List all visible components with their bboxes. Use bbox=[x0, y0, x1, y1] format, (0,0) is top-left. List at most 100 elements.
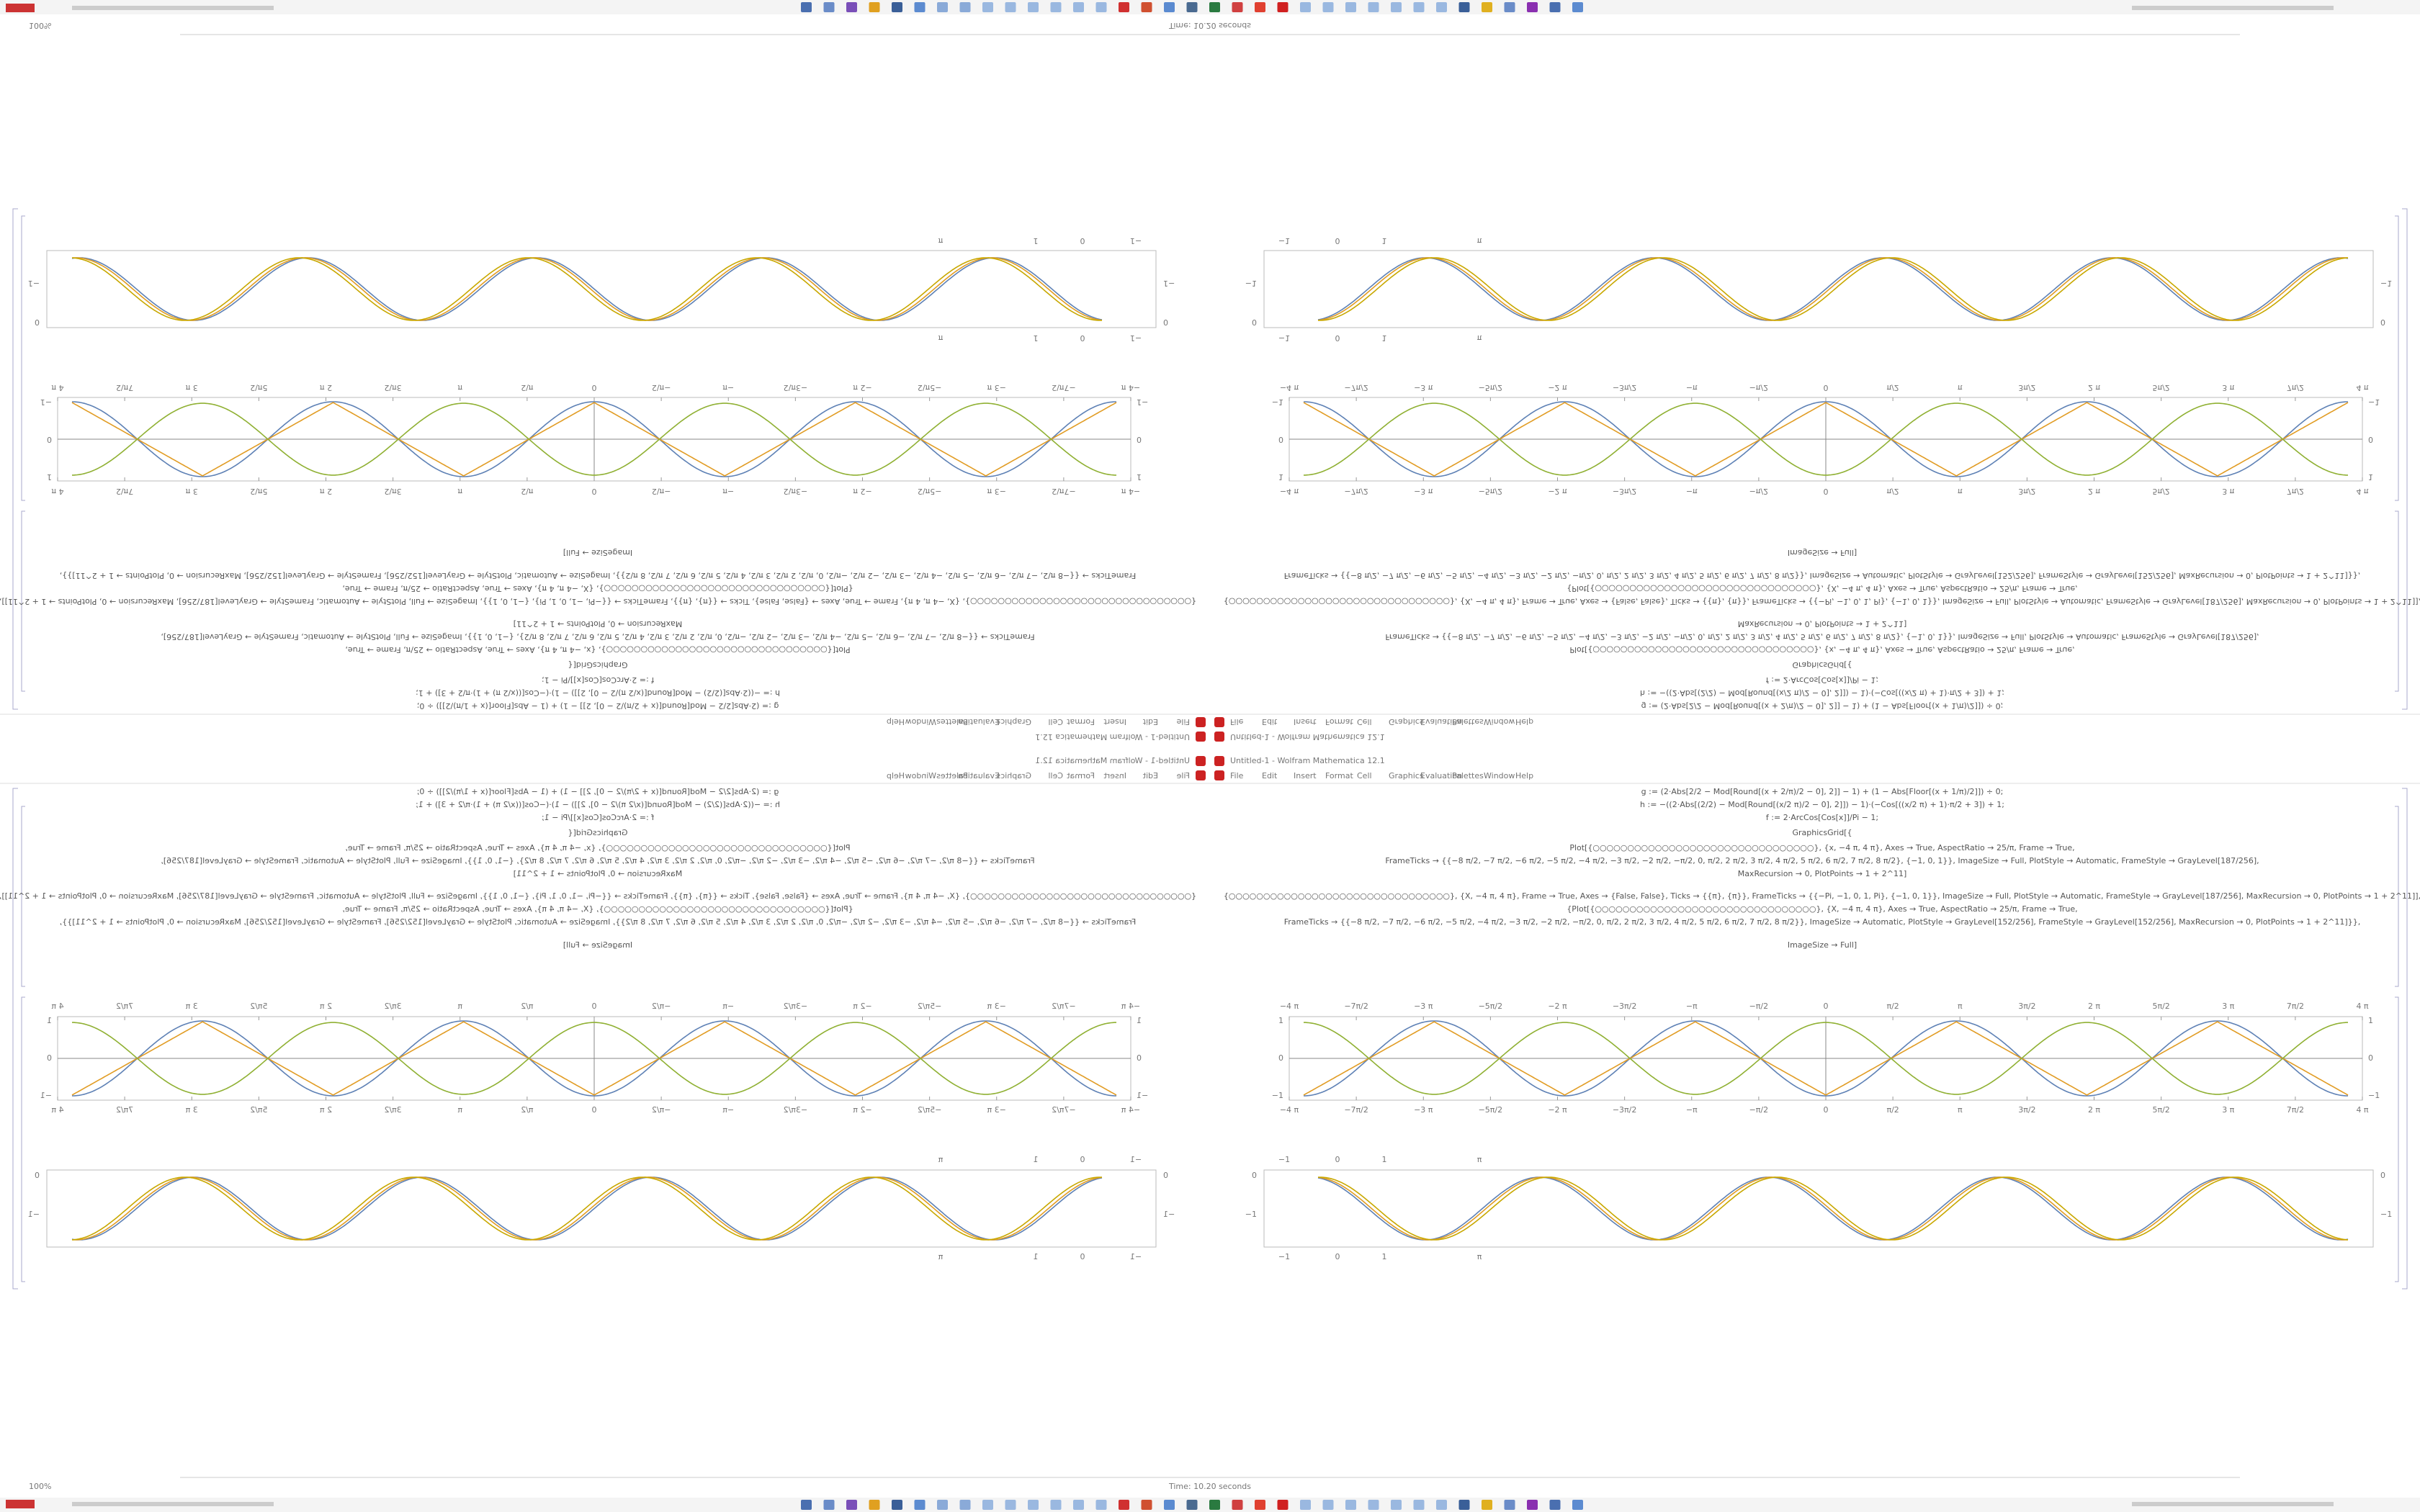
app-icon[interactable] bbox=[6, 4, 35, 12]
menu-item[interactable]: Edit bbox=[1142, 717, 1158, 726]
menu-item[interactable]: Format bbox=[1325, 717, 1353, 726]
toolbar-icon[interactable] bbox=[1572, 2, 1583, 12]
toolbar-icon[interactable] bbox=[1527, 1500, 1538, 1510]
toolbar-icon[interactable] bbox=[1164, 1500, 1175, 1510]
toolbar-icon[interactable] bbox=[1322, 1500, 1334, 1510]
toolbar-icon[interactable] bbox=[1073, 1500, 1084, 1510]
menu-item[interactable]: Evaluation bbox=[958, 717, 1000, 726]
toolbar-icon[interactable] bbox=[1005, 1500, 1016, 1510]
toolbar-icon[interactable] bbox=[1209, 2, 1220, 12]
menu-item[interactable]: Palettes bbox=[1452, 717, 1484, 726]
menu-item[interactable]: File bbox=[1176, 771, 1190, 780]
menu-item[interactable]: Help bbox=[887, 717, 905, 726]
menu-item[interactable]: Cell bbox=[1357, 717, 1372, 726]
toolbar-icon[interactable] bbox=[1368, 1500, 1379, 1510]
toolbar-icon[interactable] bbox=[801, 1500, 812, 1510]
toolbar-icon[interactable] bbox=[1164, 2, 1175, 12]
toolbar-icon[interactable] bbox=[1028, 1500, 1039, 1510]
menu-item[interactable]: Cell bbox=[1357, 771, 1372, 780]
toolbar-icon[interactable] bbox=[959, 1500, 971, 1510]
toolbar-icon[interactable] bbox=[914, 1500, 926, 1510]
toolbar-icon[interactable] bbox=[1458, 2, 1470, 12]
menu-item[interactable]: Palettes bbox=[1452, 771, 1484, 780]
menu-item[interactable]: Window bbox=[1484, 717, 1515, 726]
menu-item[interactable]: Window bbox=[905, 717, 936, 726]
menu-item[interactable]: Insert bbox=[1103, 771, 1126, 780]
menu-item[interactable]: File bbox=[1176, 717, 1190, 726]
toolbar-icon[interactable] bbox=[1527, 2, 1538, 12]
menu-item[interactable]: Help bbox=[887, 771, 905, 780]
toolbar-icon[interactable] bbox=[982, 2, 993, 12]
toolbar-icon[interactable] bbox=[1005, 2, 1016, 12]
toolbar-icon[interactable] bbox=[1209, 1500, 1220, 1510]
menu-item[interactable]: Cell bbox=[1048, 771, 1063, 780]
toolbar-icon[interactable] bbox=[1572, 1500, 1583, 1510]
menu-item[interactable]: Window bbox=[1484, 771, 1515, 780]
menu-item[interactable]: Palettes bbox=[936, 717, 968, 726]
toolbar-icon[interactable] bbox=[1300, 2, 1311, 12]
toolbar-icon[interactable] bbox=[823, 1500, 835, 1510]
toolbar-icon[interactable] bbox=[1050, 1500, 1062, 1510]
toolbar-icon[interactable] bbox=[1186, 2, 1198, 12]
toolbar-icon[interactable] bbox=[1458, 1500, 1470, 1510]
menu-item[interactable]: Evaluation bbox=[958, 771, 1000, 780]
toolbar-icon[interactable] bbox=[1345, 2, 1356, 12]
toolbar-icon[interactable] bbox=[1391, 2, 1402, 12]
toolbar-icon[interactable] bbox=[1232, 2, 1243, 12]
toolbar-icon[interactable] bbox=[1482, 1500, 1492, 1510]
toolbar-icon[interactable] bbox=[1368, 2, 1379, 12]
menu-icon[interactable] bbox=[1196, 717, 1206, 727]
toolbar-icon[interactable] bbox=[1141, 2, 1152, 12]
toolbar-icon[interactable] bbox=[1095, 2, 1107, 12]
menu-icon[interactable] bbox=[1196, 732, 1206, 742]
toolbar-icon[interactable] bbox=[1119, 1500, 1129, 1510]
menu-item[interactable]: Insert bbox=[1103, 717, 1126, 726]
menu-icon[interactable] bbox=[1214, 732, 1224, 742]
toolbar-icon[interactable] bbox=[1232, 1500, 1243, 1510]
menu-item[interactable]: Evaluation bbox=[1420, 717, 1462, 726]
menu-item[interactable]: Window bbox=[905, 771, 936, 780]
toolbar-icon[interactable] bbox=[914, 2, 926, 12]
toolbar-icon[interactable] bbox=[1345, 1500, 1356, 1510]
toolbar-icon[interactable] bbox=[937, 2, 948, 12]
toolbar-icon[interactable] bbox=[1549, 2, 1561, 12]
menu-item[interactable]: File bbox=[1230, 771, 1244, 780]
menu-item[interactable]: Edit bbox=[1262, 771, 1278, 780]
menu-item[interactable]: Cell bbox=[1048, 717, 1063, 726]
toolbar-icon[interactable] bbox=[1141, 1500, 1152, 1510]
toolbar-icon[interactable] bbox=[1413, 1500, 1425, 1510]
toolbar-icon[interactable] bbox=[892, 1500, 902, 1510]
toolbar-icon[interactable] bbox=[1186, 1500, 1198, 1510]
toolbar-icon[interactable] bbox=[1277, 2, 1289, 12]
toolbar-icon[interactable] bbox=[1073, 2, 1084, 12]
toolbar-icon[interactable] bbox=[937, 1500, 948, 1510]
menu-item[interactable]: Format bbox=[1067, 717, 1095, 726]
menu-item[interactable]: Graphics bbox=[996, 717, 1031, 726]
menu-item[interactable]: Graphics bbox=[1389, 771, 1424, 780]
menu-item[interactable]: Format bbox=[1325, 771, 1353, 780]
toolbar-icon[interactable] bbox=[801, 2, 812, 12]
toolbar-icon[interactable] bbox=[1549, 1500, 1561, 1510]
toolbar-icon[interactable] bbox=[1255, 2, 1265, 12]
toolbar-icon[interactable] bbox=[1391, 1500, 1402, 1510]
toolbar-icon[interactable] bbox=[1436, 1500, 1447, 1510]
toolbar-icon[interactable] bbox=[892, 2, 902, 12]
toolbar-icon[interactable] bbox=[982, 1500, 993, 1510]
menu-item[interactable]: Edit bbox=[1142, 771, 1158, 780]
menu-item[interactable]: Evaluation bbox=[1420, 771, 1462, 780]
toolbar-icon[interactable] bbox=[823, 2, 835, 12]
menu-icon[interactable] bbox=[1196, 770, 1206, 780]
menu-icon[interactable] bbox=[1196, 756, 1206, 766]
app-icon[interactable] bbox=[6, 1500, 35, 1508]
menu-icon[interactable] bbox=[1214, 756, 1224, 766]
menu-item[interactable]: Help bbox=[1515, 717, 1533, 726]
toolbar-icon[interactable] bbox=[1300, 1500, 1311, 1510]
toolbar-icon[interactable] bbox=[1119, 2, 1129, 12]
menu-item[interactable]: Edit bbox=[1262, 717, 1278, 726]
menu-item[interactable]: Graphics bbox=[996, 771, 1031, 780]
menu-icon[interactable] bbox=[1214, 717, 1224, 727]
toolbar-icon[interactable] bbox=[1277, 1500, 1289, 1510]
menu-item[interactable]: Format bbox=[1067, 771, 1095, 780]
menu-item[interactable]: Insert bbox=[1294, 717, 1317, 726]
toolbar-icon[interactable] bbox=[846, 1500, 857, 1510]
